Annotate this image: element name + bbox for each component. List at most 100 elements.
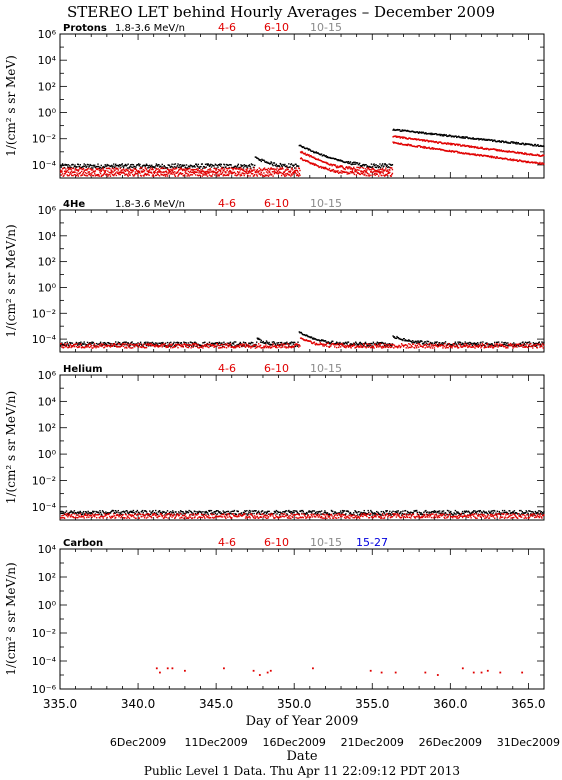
data-point [232,342,234,344]
data-point [177,341,180,344]
data-point [263,160,266,162]
data-point [353,163,356,165]
data-point [128,346,130,348]
data-point [78,343,80,346]
data-point [425,344,428,347]
data-point [146,513,148,516]
data-point [260,339,262,342]
data-point [303,146,305,148]
data-point [177,166,180,169]
data-point [307,149,310,151]
data-point [366,169,368,171]
data-point [401,136,403,138]
data-point [118,165,120,168]
data-point [112,344,114,347]
data-point [411,345,413,348]
data-point [475,343,477,346]
data-point [273,171,275,173]
data-point [102,342,104,344]
data-point [229,171,232,173]
data-point [454,346,457,348]
data-point [116,345,119,348]
data-point [138,344,141,346]
data-point [183,164,186,167]
data-point [116,513,118,515]
data-point [406,510,409,513]
data-point [127,175,129,177]
data-point [60,166,62,168]
data-point [117,509,120,512]
data-point [375,164,377,166]
data-point [170,169,173,171]
data-point [158,515,161,517]
data-point [520,159,522,162]
data-point [135,343,138,346]
data-point [169,343,171,346]
data-point [170,166,172,169]
data-point [235,165,237,167]
data-point [297,171,299,173]
data-point [101,510,104,512]
data-point [233,347,235,349]
data-point [399,346,401,349]
data-point [232,513,234,515]
data-point [357,172,360,174]
data-point [294,171,297,173]
data-point [294,169,297,172]
data-point [330,509,333,512]
y-axis-label: 1/(cm² s sr MeV) [4,55,18,157]
data-point [103,166,106,169]
data-point [174,516,177,519]
data-point [145,174,148,176]
data-point [391,172,394,175]
data-point [177,163,179,165]
y-tick-label: 10⁻⁴ [32,333,57,346]
data-point [173,513,175,515]
data-point [429,342,431,345]
data-point [97,513,100,516]
data-point [144,172,146,175]
data-point [132,343,135,345]
data-point [267,510,269,513]
data-point [323,166,325,169]
data-point [454,341,457,343]
data-point [379,173,381,175]
data-point [335,344,337,346]
data-point [364,170,366,172]
data-point [419,513,422,515]
data-point [244,346,247,348]
data-point [488,511,491,514]
data-point [163,345,165,348]
data-point [316,512,319,515]
data-point [497,346,499,348]
data-point [275,169,278,171]
data-point [137,342,139,344]
data-point [257,171,260,173]
data-point [80,343,82,345]
data-point [528,341,531,343]
data-point [219,165,222,167]
data-point [322,343,325,345]
data-point [339,510,342,512]
data-point [161,174,163,176]
data-point [423,145,425,148]
data-point [429,132,432,135]
data-point [277,169,280,171]
data-point [491,139,493,141]
data-point [366,172,369,175]
data-point [354,510,356,512]
data-point [82,165,85,167]
data-point [264,345,266,348]
data-point [271,171,274,173]
data-point [524,341,527,343]
data-point [69,341,71,344]
data-point [138,517,141,519]
data-point [75,514,78,516]
data-point [462,137,464,139]
data-point [197,513,200,515]
data-point [356,169,359,171]
data-point [202,174,205,176]
data-point [395,135,397,137]
data-point [149,169,151,171]
data-point [371,511,373,514]
